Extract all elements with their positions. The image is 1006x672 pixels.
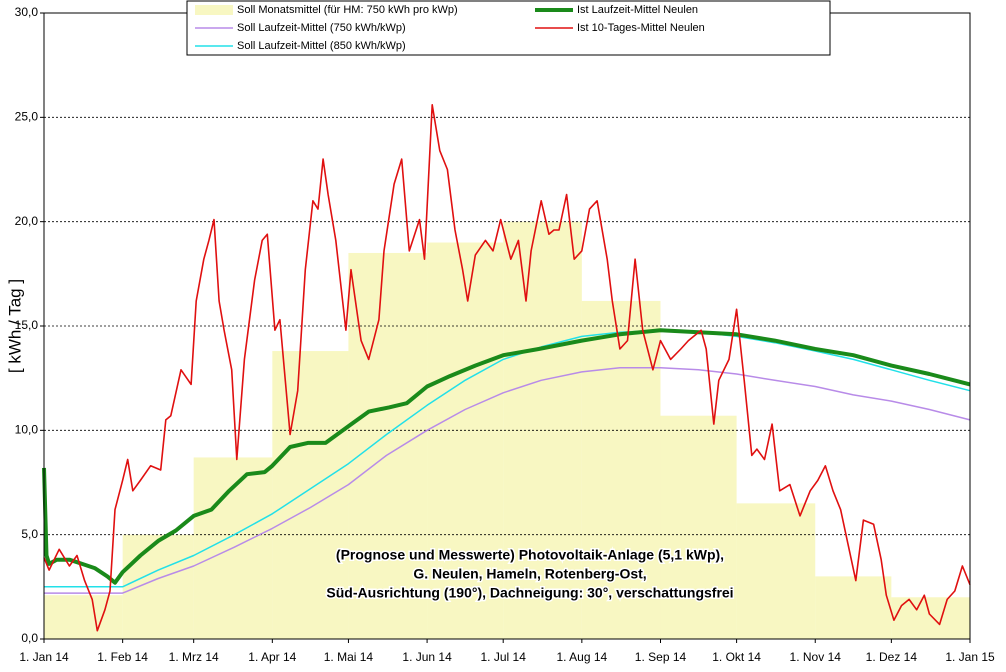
legend-label: Soll Monatsmittel (für HM: 750 kWh pro k… bbox=[237, 4, 458, 16]
bar bbox=[348, 252, 428, 639]
bar bbox=[660, 415, 737, 639]
x-tick-label: 1. Mai 14 bbox=[324, 650, 374, 664]
line bbox=[43, 104, 971, 632]
y-tick-label: 5,0 bbox=[21, 527, 38, 541]
legend-swatch bbox=[195, 5, 233, 15]
annotation: Süd-Ausrichtung (190°), Dachneigung: 30°… bbox=[326, 585, 733, 601]
legend-label: Ist Laufzeit-Mittel Neulen bbox=[577, 4, 698, 16]
x-tick-label: 1. Okt 14 bbox=[712, 650, 761, 664]
bar bbox=[122, 534, 194, 639]
x-tick-label: 1. Feb 14 bbox=[97, 650, 148, 664]
line bbox=[42, 328, 971, 585]
x-tick-label: 1. Jan 15 bbox=[945, 650, 995, 664]
x-tick-label: 1. Sep 14 bbox=[635, 650, 687, 664]
y-axis-label: [ kWh / Tag ] bbox=[5, 279, 24, 373]
x-tick-label: 1. Nov 14 bbox=[790, 650, 842, 664]
y-tick-label: 15,0 bbox=[15, 318, 39, 332]
x-tick-label: 1. Dez 14 bbox=[866, 650, 918, 664]
plot-area bbox=[42, 104, 971, 640]
bar bbox=[891, 597, 970, 639]
x-tick-label: 1. Jan 14 bbox=[19, 650, 69, 664]
bar bbox=[736, 503, 816, 639]
legend-label: Soll Laufzeit-Mittel (750 kWh/kWp) bbox=[237, 22, 406, 34]
annotation: G. Neulen, Hameln, Rotenberg-Ost, bbox=[413, 566, 646, 582]
y-tick-label: 0,0 bbox=[21, 631, 38, 645]
y-tick-label: 20,0 bbox=[15, 214, 39, 228]
y-tick-label: 30,0 bbox=[15, 5, 39, 19]
line bbox=[44, 366, 971, 594]
x-tick-label: 1. Jul 14 bbox=[481, 650, 527, 664]
bar bbox=[44, 595, 123, 639]
x-tick-label: 1. Jun 14 bbox=[402, 650, 452, 664]
x-tick-label: 1. Aug 14 bbox=[556, 650, 607, 664]
legend bbox=[186, 0, 831, 56]
legend-label: Soll Laufzeit-Mittel (850 kWh/kWp) bbox=[237, 40, 406, 52]
bar bbox=[272, 351, 349, 639]
bar bbox=[815, 576, 892, 639]
bar bbox=[427, 242, 504, 640]
x-tick-label: 1. Mrz 14 bbox=[169, 650, 219, 664]
legend-label: Ist 10-Tages-Mittel Neulen bbox=[577, 22, 705, 34]
annotation: (Prognose und Messwerte) Photovoltaik-An… bbox=[336, 547, 724, 563]
x-tick-label: 1. Apr 14 bbox=[248, 650, 296, 664]
y-tick-label: 10,0 bbox=[15, 423, 39, 437]
y-tick-label: 25,0 bbox=[15, 110, 39, 124]
bar bbox=[581, 300, 661, 639]
